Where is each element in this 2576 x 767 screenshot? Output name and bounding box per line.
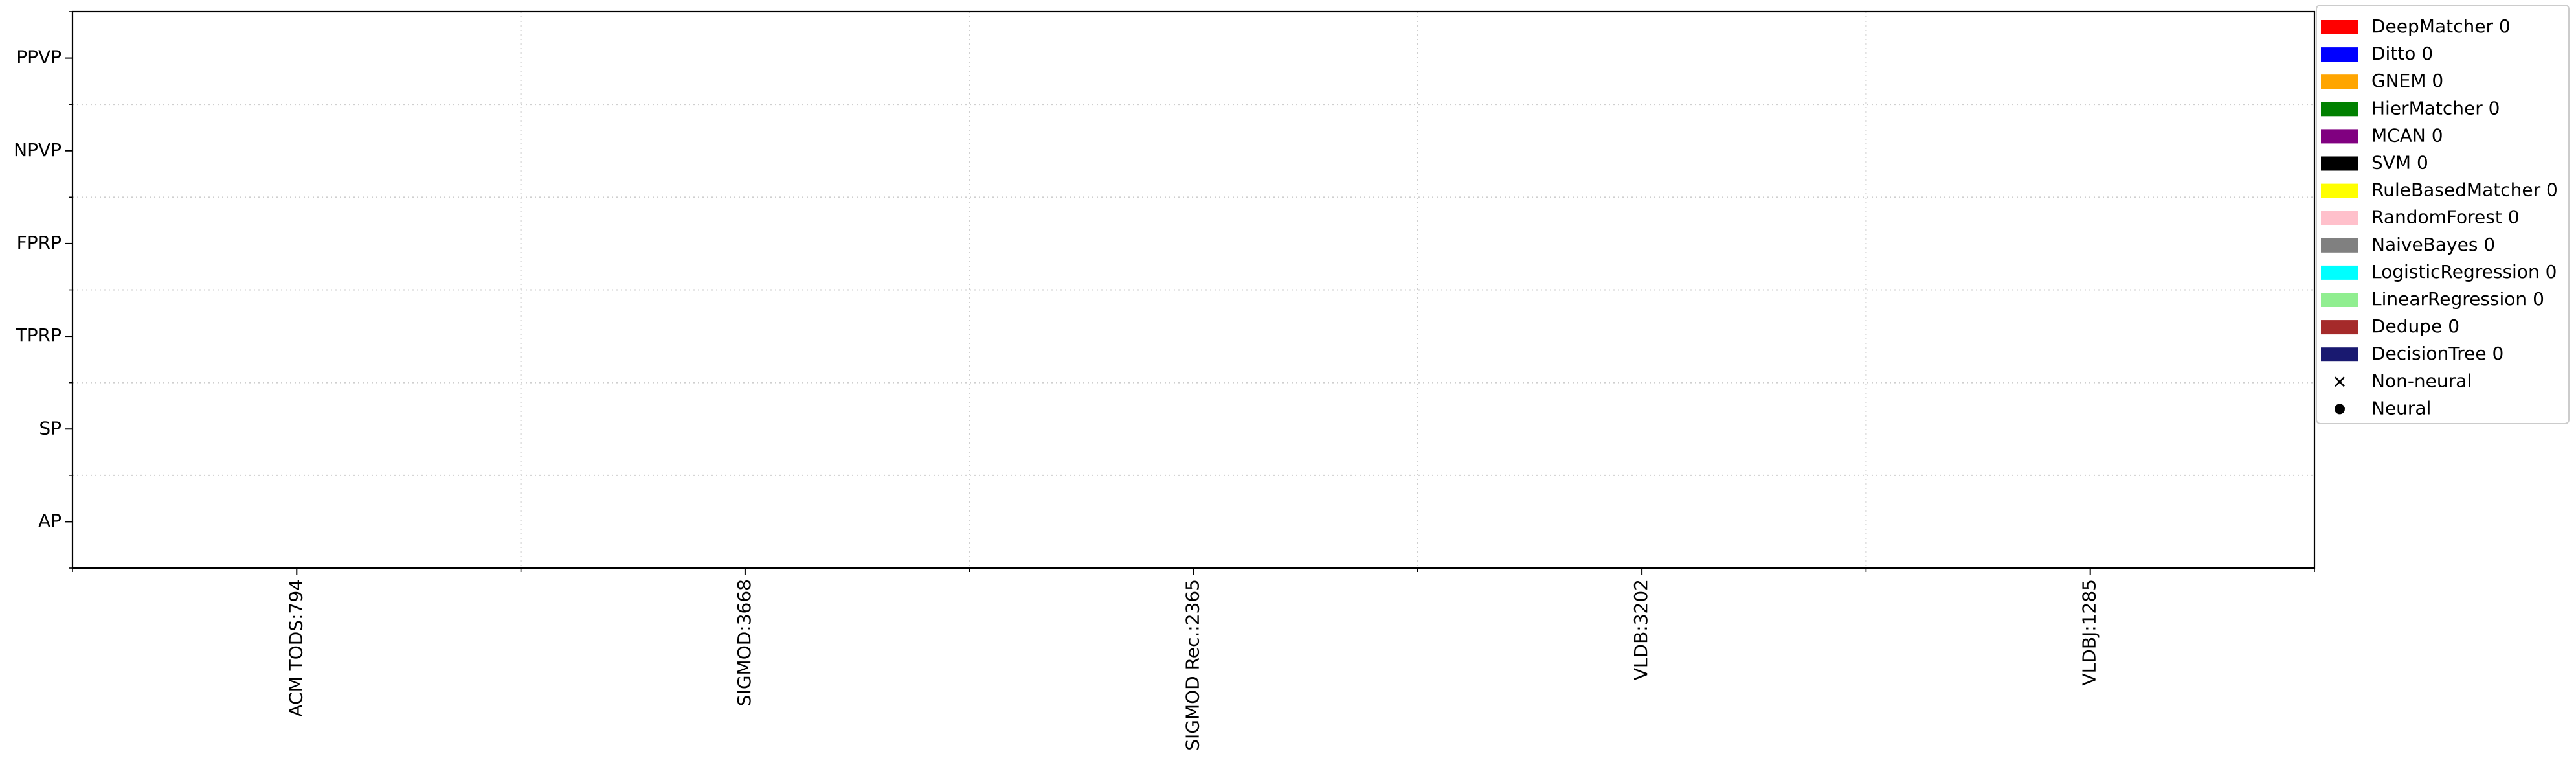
legend-label: Non-neural [2371, 370, 2472, 391]
x-tick-label: VLDB:3202 [1630, 579, 1652, 680]
legend-swatch [2321, 265, 2358, 280]
legend-label: Neural [2371, 397, 2431, 418]
legend-swatch [2321, 20, 2358, 34]
legend-label: MCAN 0 [2371, 124, 2443, 146]
legend-swatch [2321, 183, 2358, 198]
legend-swatch [2321, 74, 2358, 89]
legend-label: NaiveBayes 0 [2371, 234, 2495, 255]
x-tick-label: ACM TODS:794 [285, 579, 306, 717]
x-tick-label: SIGMOD:3668 [734, 579, 755, 706]
legend-label: HierMatcher 0 [2371, 97, 2500, 119]
legend-swatch [2321, 47, 2358, 62]
plot-frame [71, 10, 2316, 569]
legend-label: Ditto 0 [2371, 43, 2433, 64]
y-tick-labels: AP SP TPRP FPRP NPVP PPVP [14, 47, 62, 532]
legend-swatch [2321, 347, 2358, 362]
x-tick-label: SIGMOD Rec.:2365 [1182, 579, 1204, 751]
legend-swatch [2321, 156, 2358, 171]
y-tick-label: AP [38, 510, 62, 531]
legend-swatch [2321, 293, 2358, 307]
legend-swatch [2321, 320, 2358, 335]
neural-marker-icon [2335, 404, 2345, 415]
legend-entries: DeepMatcher 0 Ditto 0 GNEM 0 HierMatcher 0 M… [2321, 16, 2558, 418]
legend-box [2316, 5, 2570, 424]
legend-label: RuleBasedMatcher 0 [2371, 179, 2558, 201]
x-tick-label: VLDBJ:1285 [2079, 579, 2100, 685]
y-tick-label: NPVP [14, 139, 62, 161]
y-tick-label: FPRP [17, 232, 62, 253]
legend-swatch [2321, 211, 2358, 225]
x-tick-labels: ACM TODS:794 SIGMOD:3668 SIGMOD Rec.:2365 V… [285, 579, 2100, 751]
legend-label: Dedupe 0 [2371, 315, 2459, 337]
legend-label: GNEM 0 [2371, 70, 2443, 91]
legend-label: SVM 0 [2371, 152, 2428, 174]
y-tick-label: SP [39, 417, 62, 439]
legend-label: DecisionTree 0 [2371, 343, 2503, 364]
legend-label: LinearRegression 0 [2371, 288, 2544, 310]
legend: DeepMatcher 0 Ditto 0 GNEM 0 HierMatcher 0 M… [2316, 5, 2570, 424]
legend-swatch [2321, 129, 2358, 144]
legend-label: RandomForest 0 [2371, 207, 2520, 228]
grid-layer [73, 12, 2314, 568]
legend-label: LogisticRegression 0 [2371, 261, 2557, 282]
legend-label: DeepMatcher 0 [2371, 16, 2511, 37]
y-tick-label: TPRP [16, 325, 62, 346]
legend-swatch [2321, 238, 2358, 253]
y-tick-label: PPVP [16, 47, 62, 68]
legend-swatch [2321, 102, 2358, 117]
non-neural-marker-icon [2335, 376, 2345, 387]
